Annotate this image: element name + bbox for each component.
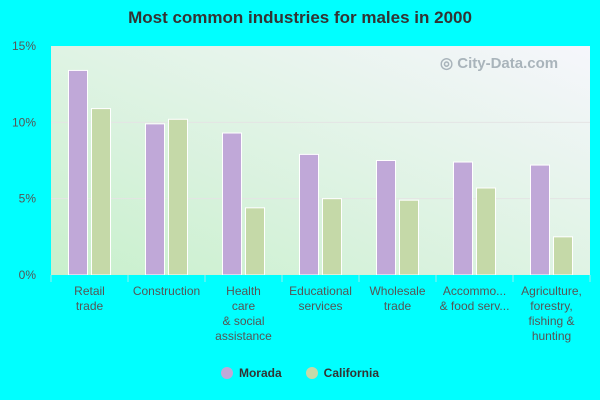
x-tick-label: Health care & social assistance [215,284,272,343]
chart-title: Most common industries for males in 2000 [128,8,472,27]
x-tick-label: Educational services [289,284,352,313]
x-tick-label: Retail trade [74,284,105,313]
x-tick-label-line: & food serv... [440,299,510,313]
x-tick-label: Agriculture, forestry, fishing & hunting [521,284,582,343]
x-tick-label-line: fishing & [528,314,574,328]
x-tick-label-line: Construction [133,284,200,298]
x-tick-label: Accommo... & food serv... [440,284,510,313]
bar-california [399,199,419,276]
x-tick-label-line: services [298,299,342,313]
x-tick-label: Construction [133,284,200,298]
x-tick-label-line: assistance [215,329,272,343]
bar-morada [68,69,88,276]
x-tick-label-line: Educational [289,284,352,298]
x-tick-label-line: Accommo... [443,284,506,298]
bar-california [322,198,342,276]
x-tick-label-line: care [232,299,256,313]
bar-california [553,236,573,276]
bar-morada [530,164,550,276]
legend-item-california: California [305,366,380,380]
bar-morada [222,132,242,276]
y-tick-label: 5% [19,192,37,206]
legend: Morada California [0,366,600,380]
bar-morada [453,161,473,276]
x-tick-label: Wholesale trade [369,284,425,313]
x-tick-label-line: hunting [532,329,571,343]
bar-morada [145,123,165,276]
x-tick-label-line: forestry, [530,299,572,313]
y-tick-label: 10% [12,115,36,129]
bar-california [168,118,188,276]
plot-area [51,46,590,275]
bar-morada [376,160,396,276]
watermark-logo: ◎ City-Data.com [440,55,559,72]
bar-california [91,108,111,276]
x-tick-label-line: Wholesale [369,284,425,298]
x-tick-label-line: Retail [74,284,105,298]
x-tick-label-line: & social [222,314,264,328]
legend-swatch [305,367,318,379]
y-tick-label: 0% [19,268,37,282]
bar-california [476,187,496,276]
legend-label: California [323,366,380,380]
y-tick-label: 15% [12,39,36,53]
x-tick-label-line: Agriculture, [521,284,582,298]
x-tick-label-line: trade [384,299,412,313]
bar-morada [299,153,319,276]
legend-swatch [220,367,233,379]
x-tick-label-line: Health [226,284,261,298]
legend-label: Morada [238,366,282,380]
legend-item-morada: Morada [220,366,282,380]
x-tick-label-line: trade [76,299,104,313]
bar-california [245,207,265,276]
